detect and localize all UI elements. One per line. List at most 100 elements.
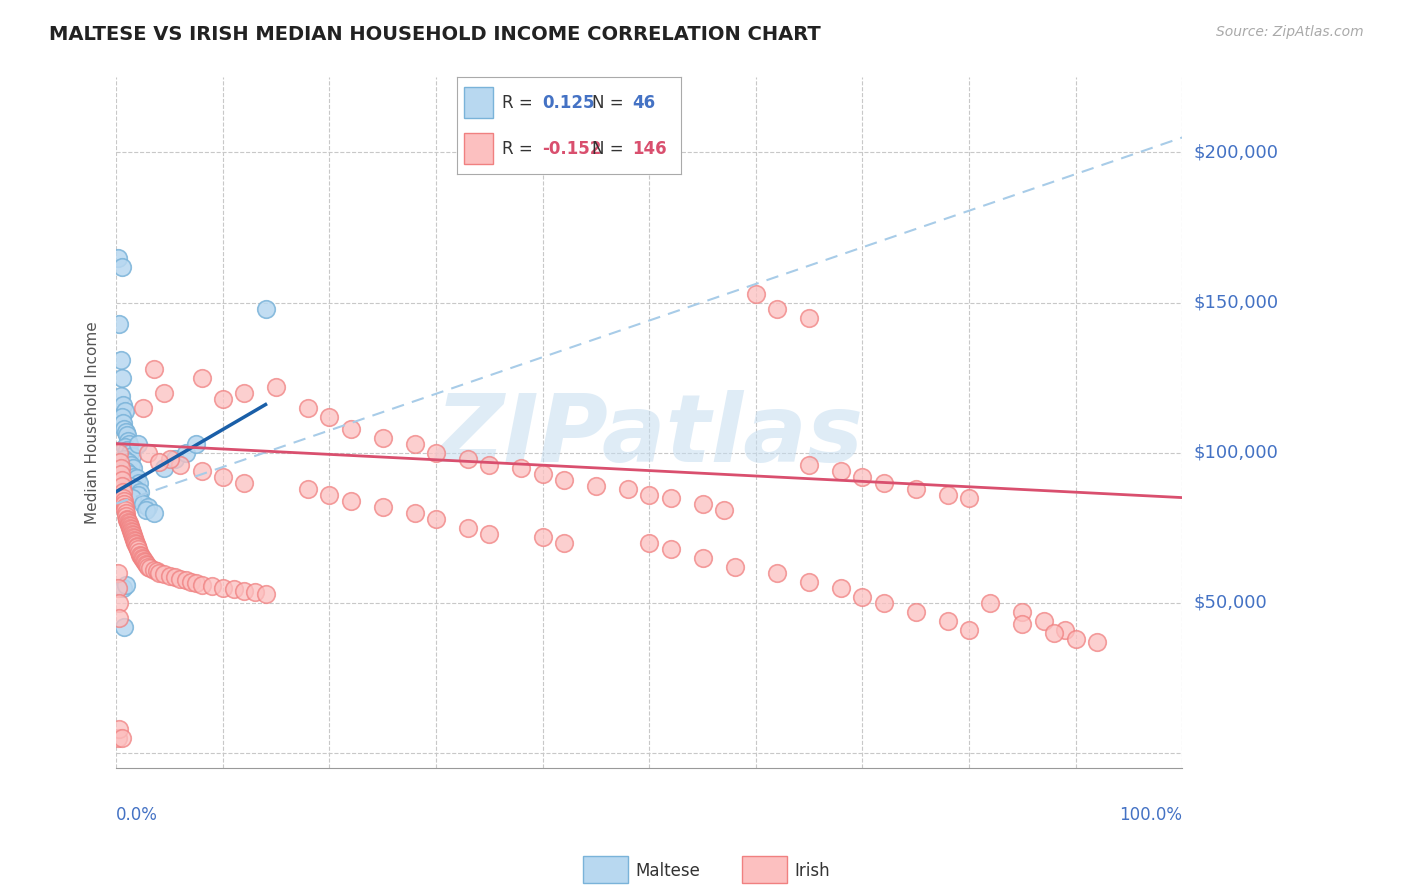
Point [108,596,131,610]
Point [297,401,319,415]
Point [110,731,132,745]
Point [112,451,135,466]
Text: 100.0%: 100.0% [1119,805,1182,823]
Point [659,541,682,556]
Point [121,491,143,505]
Point [478,526,501,541]
Point [1064,632,1087,646]
Point [108,454,131,468]
Point [122,460,145,475]
Point [108,722,131,736]
Point [118,517,141,532]
Point [127,487,149,501]
Point [1053,623,1076,637]
Point [127,541,149,556]
Point [124,535,146,549]
Point [153,385,176,400]
Point [114,403,136,417]
Point [139,561,162,575]
Point [1043,625,1066,640]
Point [110,352,132,367]
Point [132,497,155,511]
Point [531,530,554,544]
Point [957,491,980,505]
Point [125,537,148,551]
Point [163,570,186,584]
Point [121,526,143,541]
Point [318,487,340,501]
Point [107,581,129,595]
Point [115,464,138,478]
Point [117,454,139,468]
Point [108,317,131,331]
Point [120,478,142,492]
Point [108,445,131,459]
Point [148,454,170,468]
Point [114,500,136,514]
Point [114,502,136,516]
Point [107,731,129,745]
Text: $150,000: $150,000 [1194,293,1278,311]
Point [125,539,148,553]
Point [120,520,142,534]
Point [159,451,181,466]
Point [936,487,959,501]
Point [121,449,143,463]
Point [124,533,146,547]
Point [904,605,927,619]
Point [318,409,340,424]
Point [117,434,139,448]
Text: Irish: Irish [794,862,830,880]
Point [142,563,165,577]
Point [110,409,132,424]
Point [110,473,132,487]
Point [125,471,148,485]
Point [723,559,745,574]
Point [957,623,980,637]
Point [186,436,208,450]
Point [132,401,155,415]
Point [128,475,150,490]
Point [190,370,212,384]
Point [799,310,821,325]
Point [136,500,159,514]
Text: $50,000: $50,000 [1194,594,1267,612]
Point [115,511,138,525]
Point [174,445,197,459]
Point [617,482,640,496]
Point [585,478,607,492]
Point [339,421,361,435]
Text: MALTESE VS IRISH MEDIAN HOUSEHOLD INCOME CORRELATION CHART: MALTESE VS IRISH MEDIAN HOUSEHOLD INCOME… [49,25,821,44]
Point [371,431,394,445]
Text: ZIPatlas: ZIPatlas [436,391,863,483]
Point [371,500,394,514]
Text: Source: ZipAtlas.com: Source: ZipAtlas.com [1216,25,1364,39]
Point [122,530,145,544]
Point [142,361,165,376]
Text: R =: R = [502,94,538,112]
Point [873,475,896,490]
Point [851,469,873,483]
Point [112,493,135,508]
FancyBboxPatch shape [464,87,494,118]
Point [115,508,138,523]
Point [131,550,153,565]
Point [136,559,159,574]
Point [111,416,134,430]
Point [339,493,361,508]
Point [510,460,533,475]
Point [128,548,150,562]
Point [134,555,156,569]
Point [851,590,873,604]
Point [111,484,134,499]
Point [111,581,134,595]
Point [129,549,152,563]
Point [128,544,150,558]
Point [114,440,136,454]
Point [713,502,735,516]
Point [830,464,852,478]
Point [120,524,142,538]
Point [186,576,208,591]
Point [121,528,143,542]
Point [153,567,176,582]
